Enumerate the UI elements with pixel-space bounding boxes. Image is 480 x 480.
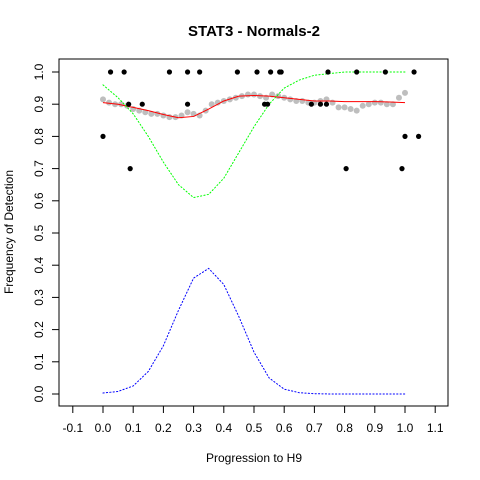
smoothed-point <box>148 110 155 117</box>
smoothed-point <box>371 99 378 106</box>
smoothed-point <box>118 101 125 108</box>
smoothed-point <box>402 89 408 96</box>
observed-point <box>415 133 422 139</box>
observed-point <box>139 101 145 107</box>
observed-point <box>382 69 388 75</box>
y-tick-label: 0.0 <box>32 385 46 402</box>
smoothed-point <box>160 112 167 119</box>
observed-point <box>127 166 133 172</box>
x-tick-label: 0.1 <box>125 421 142 435</box>
smoothed-point <box>389 101 396 108</box>
observed-point <box>402 133 408 139</box>
observed-point <box>343 166 349 172</box>
y-tick-label: 0.2 <box>32 321 46 338</box>
observed-point <box>184 69 191 75</box>
observed-point <box>268 69 274 75</box>
observed-point <box>121 69 127 75</box>
x-axis: -0.1 0.0 0.1 0.2 0.3 0.4 0.5 0.6 0.7 0.8 0.9 1.0 1.1 <box>62 405 444 435</box>
smoothed-point <box>395 94 402 101</box>
y-axis-label: Frequency of Detection <box>2 170 16 294</box>
x-tick-label: 0.9 <box>366 421 383 435</box>
y-tick-label: 0.5 <box>32 224 46 241</box>
smoothed-point <box>100 96 106 103</box>
smoothed-point <box>299 97 306 104</box>
y-tick-label: 1.0 <box>32 63 46 80</box>
y-tick-label: 0.4 <box>32 257 46 274</box>
smoothed-point <box>341 104 348 111</box>
observed-point <box>325 69 331 75</box>
x-tick-label: 0.2 <box>155 421 172 435</box>
x-tick-label: 0.6 <box>276 421 293 435</box>
x-tick-label: 0.8 <box>336 421 353 435</box>
x-tick-label: 1.0 <box>397 421 414 435</box>
x-tick-label: -0.1 <box>62 421 83 435</box>
x-tick-label: 0.5 <box>246 421 263 435</box>
observed-point <box>308 101 314 107</box>
smoothed-point <box>377 99 384 106</box>
observed-point <box>317 101 324 107</box>
upper-band-line <box>102 71 406 199</box>
observed-point <box>323 101 330 107</box>
observed-point <box>234 69 240 75</box>
smoothed-point <box>335 104 342 111</box>
x-tick-label: 0.3 <box>185 421 202 435</box>
y-tick-label: 0.9 <box>32 96 46 113</box>
smoothed-point <box>353 107 360 114</box>
smoothed-point <box>329 99 336 106</box>
observed-point <box>399 166 405 172</box>
fit-line <box>102 95 406 119</box>
smoothed-point <box>359 102 366 109</box>
y-tick-label: 0.1 <box>32 353 46 370</box>
smoothed-point <box>208 101 215 108</box>
y-tick-label: 0.7 <box>32 160 46 177</box>
y-tick-label: 0.8 <box>32 128 46 145</box>
smoothed-point <box>275 93 282 100</box>
observed-point <box>184 101 191 107</box>
x-tick-label: 1.1 <box>427 421 444 435</box>
x-tick-label: 0.4 <box>215 421 232 435</box>
observed-point <box>354 69 360 75</box>
y-tick-label: 0.6 <box>32 192 46 209</box>
smoothed-point <box>383 101 390 108</box>
smoothed-point <box>184 109 191 116</box>
observed-point <box>197 69 203 75</box>
observed-point <box>264 101 271 107</box>
x-tick-label: 0.7 <box>306 421 323 435</box>
smoothed-point <box>365 101 372 108</box>
density-line <box>102 267 406 395</box>
observed-point <box>278 69 284 75</box>
y-axis: 0.0 0.1 0.2 0.3 0.4 0.5 0.6 0.7 0.8 0.9 1.0 <box>32 63 60 402</box>
chart-title: STAT3 - Normals-2 <box>188 23 320 40</box>
smoothed-point <box>251 91 257 98</box>
smoothed-point <box>347 106 354 113</box>
observed-point <box>126 101 132 107</box>
observed-point <box>411 69 417 75</box>
smoothed-point <box>106 99 113 106</box>
observed-point <box>107 69 114 75</box>
observed-point <box>166 69 173 75</box>
observed-point <box>100 133 106 139</box>
observed-point <box>254 69 260 75</box>
series-layer <box>100 69 422 395</box>
smoothed-point <box>214 99 221 106</box>
smoothed-point <box>244 91 251 98</box>
smoothed-point <box>287 96 294 103</box>
x-axis-label: Progression to H9 <box>206 451 302 465</box>
y-tick-label: 0.3 <box>32 289 46 306</box>
x-tick-label: 0.0 <box>95 421 112 435</box>
